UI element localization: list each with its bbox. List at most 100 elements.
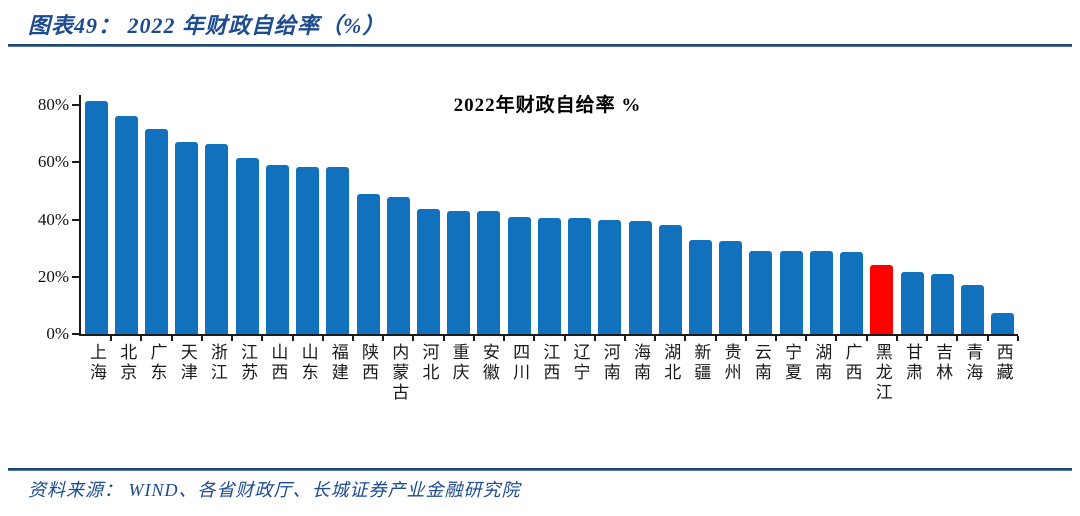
x-axis-label-cell: 西藏: [988, 343, 1018, 443]
bar: [175, 142, 199, 334]
x-axis-label-cell: 内蒙古: [383, 343, 413, 443]
bar: [628, 220, 652, 334]
x-axis-label-cell: 新疆: [685, 343, 715, 443]
x-axis-tick: [472, 336, 475, 341]
x-axis-label-cell: 福建: [323, 343, 353, 443]
bar: [991, 312, 1015, 334]
x-axis-label-cell: 黑龙江: [867, 343, 897, 443]
x-axis-label-cell: 辽宁: [565, 343, 595, 443]
x-axis-tick: [865, 336, 868, 341]
bar: [749, 251, 773, 334]
bar-slot: [685, 95, 717, 341]
x-axis-label-cell: 山西: [262, 343, 292, 443]
bar-slot: [746, 95, 778, 341]
bar: [688, 239, 712, 334]
x-axis-tick: [744, 336, 747, 341]
x-axis-tick: [533, 336, 536, 341]
x-axis-label: 重庆: [449, 343, 469, 383]
bar: [809, 251, 833, 334]
x-axis-tick: [503, 336, 506, 341]
x-axis-label-cell: 安徽: [474, 343, 504, 443]
x-axis-label: 云南: [751, 343, 771, 383]
bar-slot: [625, 95, 657, 341]
bar: [568, 218, 592, 334]
bar-highlighted: [870, 265, 894, 334]
x-axis-label-cell: 河南: [595, 343, 625, 443]
x-axis-tick: [895, 336, 898, 341]
x-axis-label-cell: 江苏: [232, 343, 262, 443]
x-axis-tick: [351, 336, 354, 341]
x-axis-label: 上海: [87, 343, 107, 383]
bar: [960, 285, 984, 334]
y-axis-tick: [72, 161, 79, 164]
x-axis-tick: [231, 336, 234, 341]
x-axis-label: 天津: [177, 343, 197, 383]
bar-slot: [655, 95, 687, 341]
y-axis-tick-label: 80%: [37, 95, 69, 114]
x-axis-label-cell: 北京: [111, 343, 141, 443]
x-axis-tick: [261, 336, 264, 341]
bar-slot: [988, 95, 1019, 341]
x-axis-label-cell: 重庆: [444, 343, 474, 443]
x-axis-tick: [110, 336, 113, 341]
bar: [326, 166, 350, 334]
bar-slot: [957, 95, 989, 341]
bar-slot: [836, 95, 868, 341]
x-axis-tick: [1016, 336, 1019, 341]
x-axis-label: 山西: [268, 343, 288, 383]
x-axis-label-cell: 云南: [746, 343, 776, 443]
x-axis-label-cell: 青海: [957, 343, 987, 443]
bar: [84, 100, 108, 334]
x-axis-label: 河北: [419, 343, 439, 383]
bar: [507, 216, 531, 334]
bar-slot: [776, 95, 808, 341]
x-axis-labels: 上海 北京 广东 天津 浙江 江苏 山西 山东 福建 陕西 内蒙古 河北 重庆 安徽 四川 江西 辽宁 河南 海南湖…: [81, 343, 1018, 443]
x-axis-tick: [684, 336, 687, 341]
footer-divider: [8, 468, 1072, 471]
x-axis-label-cell: 陕西: [353, 343, 383, 443]
y-axis-tick-label: 40%: [37, 209, 69, 229]
bar-slot: [534, 95, 566, 341]
bar: [296, 166, 320, 334]
x-axis-label-cell: 广东: [141, 343, 171, 443]
x-axis-tick: [956, 336, 959, 341]
y-axis-tick: [72, 333, 79, 335]
x-axis-tick: [775, 336, 778, 341]
source-note: 资料来源： WIND、各省财政厅、长城证券产业金融研究院: [28, 480, 521, 500]
x-axis-label: 宁夏: [782, 343, 802, 383]
x-axis-tick: [170, 336, 173, 341]
x-axis-label: 河南: [600, 343, 620, 383]
bar: [900, 272, 924, 334]
x-axis-label-cell: 广西: [836, 343, 866, 443]
figure-caption: 图表49： 2022 年财政自给率（%）: [28, 13, 386, 38]
plot-area: 0% 20% 40% 60% 80%: [38, 95, 1019, 343]
bar-slot: [232, 95, 264, 341]
bar-slot: [81, 95, 113, 341]
bar-slot: [927, 95, 959, 341]
x-axis-tick: [382, 336, 385, 341]
x-axis-label-cell: 浙江: [202, 343, 232, 443]
x-axis-label-cell: 天津: [172, 343, 202, 443]
bar: [417, 209, 441, 334]
x-axis-label-cell: 贵州: [716, 343, 746, 443]
bar: [235, 157, 259, 334]
y-axis-tick-label: 20%: [37, 266, 69, 286]
x-axis-label-cell: 上海: [81, 343, 111, 443]
bar-slot: [413, 95, 445, 341]
bar-slot: [806, 95, 838, 341]
bar-slot: [444, 95, 475, 341]
x-axis-label: 新疆: [691, 343, 711, 383]
bar: [598, 219, 622, 334]
y-axis-tick: [72, 218, 79, 221]
bar: [265, 165, 289, 334]
bar: [930, 273, 954, 334]
bar: [779, 251, 803, 334]
x-axis-label-cell: 江西: [534, 343, 564, 443]
bar-slot: [867, 95, 898, 341]
bar: [356, 193, 380, 334]
x-axis-tick: [442, 336, 445, 341]
bar-slot: [383, 95, 415, 341]
x-axis-label: 江苏: [238, 343, 258, 383]
x-axis-label: 广西: [842, 343, 862, 383]
